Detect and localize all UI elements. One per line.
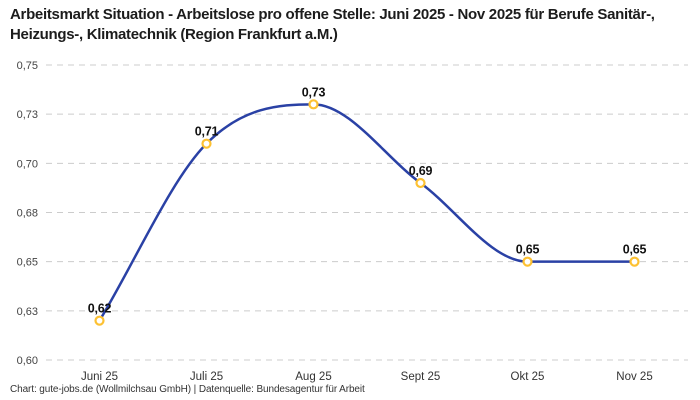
- x-axis-tick-label: Juli 25: [190, 371, 223, 383]
- data-point-label: 0,69: [409, 164, 433, 178]
- x-axis-tick-label: Nov 25: [616, 371, 652, 383]
- data-point-label: 0,62: [88, 302, 112, 316]
- y-axis-tick-label: 0,63: [17, 306, 38, 318]
- y-axis-tick-label: 0,68: [17, 208, 38, 220]
- x-axis-tick-label: Sept 25: [401, 371, 441, 383]
- data-point-marker: [522, 256, 533, 267]
- data-point-marker: [629, 256, 640, 267]
- data-point-marker: [201, 138, 212, 149]
- y-axis-tick-label: 0,70: [17, 158, 38, 170]
- y-axis-tick-label: 0,73: [17, 109, 38, 121]
- data-point-marker: [415, 177, 426, 189]
- data-point-marker: [94, 315, 105, 326]
- x-axis-tick-label: Aug 25: [295, 371, 331, 383]
- chart-credit: Chart: gute-jobs.de (Wollmilchsau GmbH) …: [10, 384, 365, 395]
- x-axis-tick-label: Okt 25: [511, 371, 545, 383]
- y-axis-tick-label: 0,75: [17, 60, 38, 72]
- data-point-label: 0,65: [516, 243, 540, 257]
- y-axis-tick-label: 0,60: [17, 355, 38, 367]
- data-point-marker: [308, 99, 319, 110]
- x-axis-tick-label: Juni 25: [81, 371, 118, 383]
- data-point-label: 0,73: [302, 85, 326, 99]
- data-point-label: 0,71: [195, 125, 219, 139]
- chart-title: Arbeitsmarkt Situation - Arbeitslose pro…: [10, 6, 655, 43]
- y-axis-tick-label: 0,65: [17, 257, 38, 269]
- data-point-label: 0,65: [623, 243, 647, 257]
